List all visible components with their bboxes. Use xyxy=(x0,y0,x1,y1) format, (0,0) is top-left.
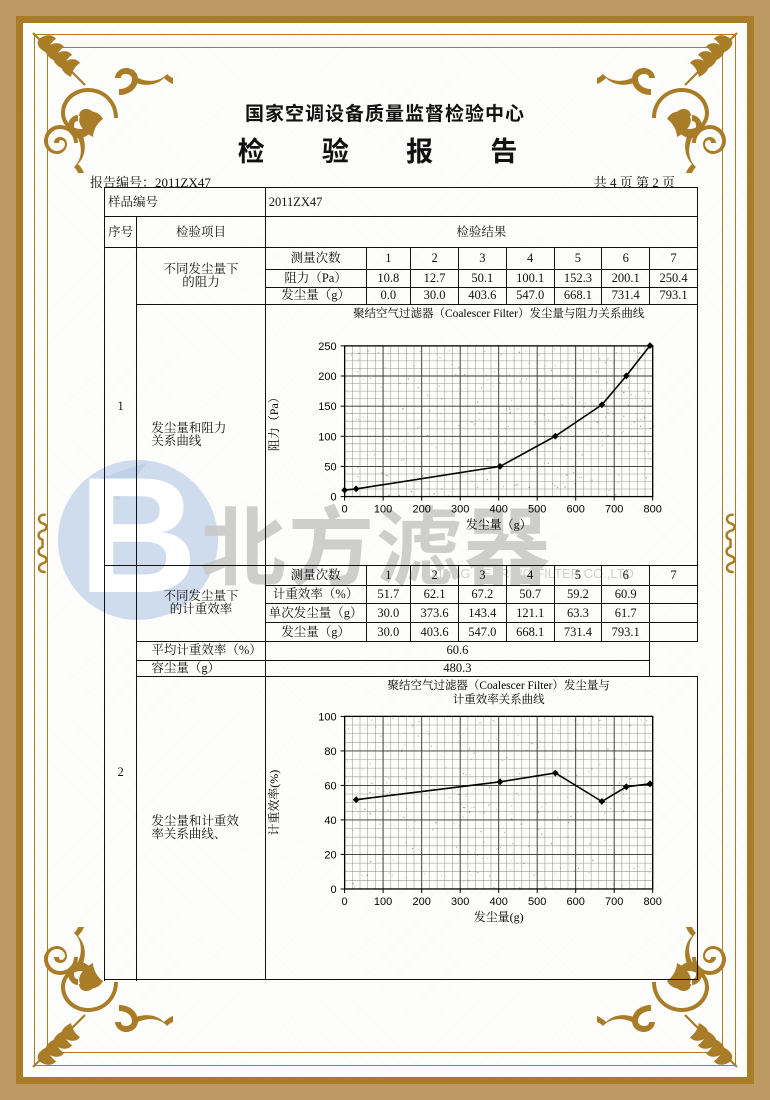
svg-text:发尘量(g): 发尘量(g) xyxy=(473,909,523,924)
svg-text:20: 20 xyxy=(324,849,336,861)
svg-text:500: 500 xyxy=(528,896,546,908)
svg-text:700: 700 xyxy=(605,896,623,908)
svg-text:200: 200 xyxy=(412,503,430,515)
svg-text:计重效率(%): 计重效率(%) xyxy=(266,769,281,835)
svg-text:聚结空气过滤器（Coalescer Filter）发尘量与: 聚结空气过滤器（Coalescer Filter）发尘量与 xyxy=(387,678,609,692)
svg-text:计重效率关系曲线: 计重效率关系曲线 xyxy=(452,692,544,706)
svg-text:40: 40 xyxy=(324,815,336,827)
svg-text:150: 150 xyxy=(318,401,336,413)
svg-text:0: 0 xyxy=(341,503,347,515)
svg-text:0: 0 xyxy=(341,896,347,908)
svg-text:100: 100 xyxy=(318,711,336,723)
svg-text:300: 300 xyxy=(451,503,469,515)
svg-text:50: 50 xyxy=(324,461,336,473)
svg-text:100: 100 xyxy=(318,431,336,443)
svg-text:800: 800 xyxy=(643,896,661,908)
svg-text:200: 200 xyxy=(412,896,430,908)
svg-text:100: 100 xyxy=(374,896,392,908)
svg-text:400: 400 xyxy=(489,896,507,908)
svg-text:700: 700 xyxy=(605,503,623,515)
svg-text:800: 800 xyxy=(643,503,661,515)
svg-text:400: 400 xyxy=(489,503,507,515)
svg-text:80: 80 xyxy=(324,746,336,758)
svg-text:聚结空气过滤器（Coalescer Filter）发尘量与阻: 聚结空气过滤器（Coalescer Filter）发尘量与阻力关系曲线 xyxy=(353,306,645,320)
svg-text:600: 600 xyxy=(566,503,584,515)
svg-text:600: 600 xyxy=(566,896,584,908)
svg-text:250: 250 xyxy=(318,340,336,352)
svg-text:发尘量（g）: 发尘量（g） xyxy=(465,516,531,531)
svg-text:0: 0 xyxy=(330,884,336,896)
svg-text:阻力（Pa）: 阻力（Pa） xyxy=(266,391,281,451)
svg-text:500: 500 xyxy=(528,503,546,515)
svg-text:300: 300 xyxy=(451,896,469,908)
svg-text:100: 100 xyxy=(374,503,392,515)
svg-text:60: 60 xyxy=(324,780,336,792)
svg-text:0: 0 xyxy=(330,491,336,503)
svg-text:200: 200 xyxy=(318,371,336,383)
